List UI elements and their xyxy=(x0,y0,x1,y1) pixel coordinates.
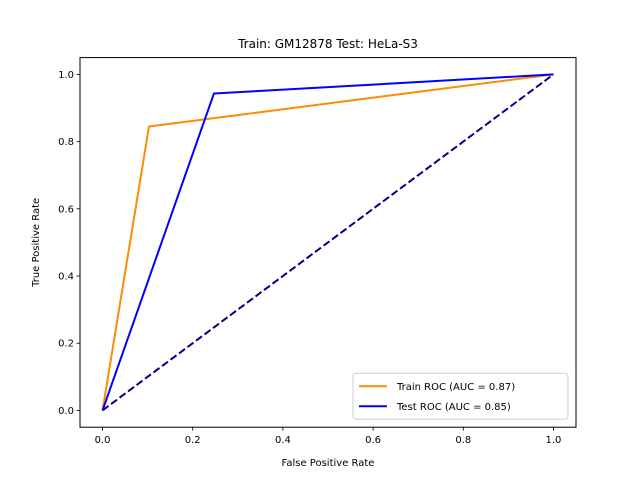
legend: Train ROC (AUC = 0.87) Test ROC (AUC = 0.… xyxy=(352,372,569,420)
series-line-train xyxy=(101,73,554,411)
y-tick-label: 1.0 xyxy=(58,70,74,81)
legend-entry: Test ROC (AUC = 0.85) xyxy=(396,402,511,413)
plot-area xyxy=(101,73,555,412)
x-tick-label: 0.0 xyxy=(95,435,111,446)
reference-diagonal-line xyxy=(101,73,555,412)
y-tick-label: 0.6 xyxy=(58,204,74,215)
y-tick-label: 0.8 xyxy=(58,137,74,148)
y-tick-label: 0.2 xyxy=(58,339,74,350)
x-tick-label: 0.4 xyxy=(275,435,291,446)
y-axis-label: True Positive Rate xyxy=(31,198,42,288)
x-tick-label: 0.6 xyxy=(365,435,381,446)
axis-ticks: 0.0 0.2 0.4 0.6 0.8 1.0 0.0 0.2 0.4 0.6 0.8 1.0 xyxy=(58,70,561,446)
plot-frame xyxy=(79,57,577,428)
legend-entry: Train ROC (AUC = 0.87) xyxy=(396,382,515,393)
chart-title: Train: GM12878 Test: HeLa-S3 xyxy=(237,37,418,51)
series-line-test xyxy=(101,73,554,411)
y-tick-label: 0.4 xyxy=(58,272,74,283)
y-tick-label: 0.0 xyxy=(58,406,74,417)
x-tick-label: 1.0 xyxy=(546,435,562,446)
x-axis-label: False Positive Rate xyxy=(282,458,375,469)
x-tick-label: 0.8 xyxy=(455,435,471,446)
x-tick-label: 0.2 xyxy=(185,435,201,446)
legend-box xyxy=(352,372,569,420)
